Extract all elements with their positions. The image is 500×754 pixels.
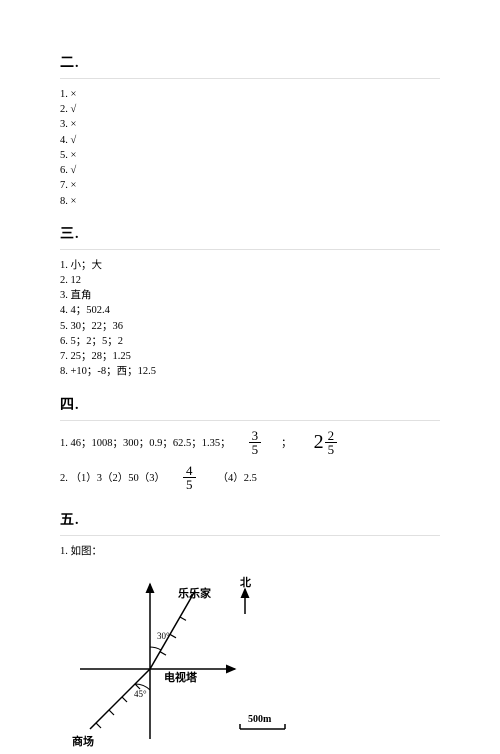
fraction-denominator: 5 — [249, 443, 262, 456]
list-item: 2. √ — [60, 102, 440, 117]
list-item: 2. 12 — [60, 273, 440, 288]
line-home — [150, 591, 195, 669]
fraction-numerator: 4 — [183, 464, 196, 478]
list-item: 5. × — [60, 148, 440, 163]
mixed-number: 2 2 5 — [314, 429, 338, 456]
list-item: 7. × — [60, 178, 440, 193]
fraction-numerator: 3 — [249, 429, 262, 443]
list-item: 4. 4；502.4 — [60, 303, 440, 318]
list-item: 7. 25；28；1.25 — [60, 349, 440, 364]
list-item: 5. 30；22；36 — [60, 319, 440, 334]
section-4-line-1: 1. 46；1008；300；0.9；62.5；1.35； 3 5 ； 2 2 … — [60, 429, 440, 456]
divider — [60, 420, 440, 421]
diagram-svg: 30° 45° 乐乐家 电视塔 商场 北 500m — [60, 569, 320, 749]
arc-top — [150, 647, 161, 650]
section-5-heading: 五. — [60, 509, 440, 529]
label-tower: 电视塔 — [164, 670, 198, 684]
answer-text: （4）2.5 — [218, 470, 257, 485]
line-mall — [90, 669, 150, 729]
scale-label: 500m — [248, 714, 272, 725]
angle-label-top: 30° — [157, 631, 170, 641]
fraction-denominator: 5 — [183, 478, 196, 491]
section-2-heading: 二. — [60, 52, 440, 72]
label-north: 北 — [240, 575, 251, 589]
section-2-list: 1. × 2. √ 3. × 4. √ 5. × 6. √ 7. × 8. × — [60, 87, 440, 209]
list-item: 1. 小；大 — [60, 258, 440, 273]
fraction: 2 5 — [325, 429, 338, 456]
list-item: 1. × — [60, 87, 440, 102]
label-home: 乐乐家 — [178, 586, 212, 600]
section-3-list: 1. 小；大 2. 12 3. 直角 4. 4；502.4 5. 30；22；3… — [60, 258, 440, 380]
list-item: 8. × — [60, 194, 440, 209]
fraction-denominator: 5 — [325, 443, 338, 456]
label-mall: 商场 — [72, 734, 94, 748]
divider — [60, 535, 440, 536]
list-item: 6. 5；2；5；2 — [60, 334, 440, 349]
list-item: 4. √ — [60, 133, 440, 148]
list-item: 3. 直角 — [60, 288, 440, 303]
divider — [60, 249, 440, 250]
list-item: 6. √ — [60, 163, 440, 178]
mixed-whole: 2 — [314, 431, 324, 454]
section-5-line-1: 1. 如图： — [60, 544, 440, 559]
list-item: 8. +10；-8；西；12.5 — [60, 364, 440, 379]
separator: ； — [281, 435, 292, 450]
answer-text: 1. 46；1008；300；0.9；62.5；1.35； — [60, 435, 231, 450]
divider — [60, 78, 440, 79]
direction-diagram: 30° 45° 乐乐家 电视塔 商场 北 500m — [60, 569, 440, 754]
section-4-heading: 四. — [60, 394, 440, 414]
fraction: 4 5 — [183, 464, 196, 491]
section-4-line-2: 2. （1）3（2）50（3） 4 5 （4）2.5 — [60, 464, 440, 491]
fraction-numerator: 2 — [325, 429, 338, 443]
answer-text: 2. （1）3（2）50（3） — [60, 470, 165, 485]
fraction: 3 5 — [249, 429, 262, 456]
section-3-heading: 三. — [60, 223, 440, 243]
list-item: 3. × — [60, 117, 440, 132]
angle-label-bottom: 45° — [134, 689, 147, 699]
